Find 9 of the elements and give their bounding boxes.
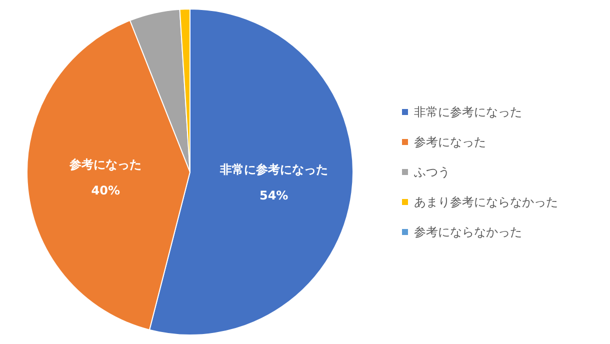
slice-label: 参考になった: [68, 157, 142, 172]
legend-label: あまり参考にならなかった: [414, 195, 558, 209]
data-label: 40%: [91, 183, 120, 198]
slice-label: 非常に参考になった: [218, 162, 328, 177]
legend-label: ふつう: [413, 165, 450, 179]
legend-label: 非常に参考になった: [414, 105, 522, 119]
legend-label: 参考にならなかった: [414, 225, 522, 239]
data-label: 54%: [259, 188, 288, 203]
legend-label: 参考になった: [414, 135, 486, 149]
